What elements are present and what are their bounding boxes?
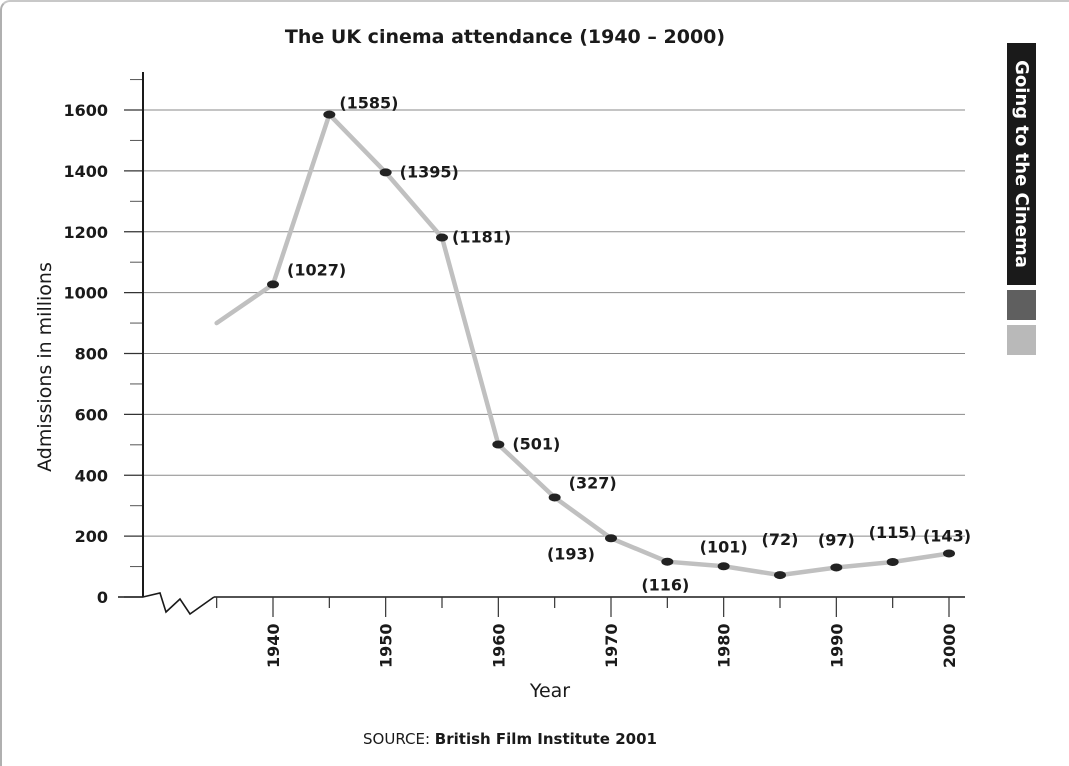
data-point [605,534,617,543]
y-tick-label: 400 [75,466,108,485]
data-label: (193) [547,544,595,563]
chart-title: The UK cinema attendance (1940 – 2000) [284,26,726,48]
data-point [492,440,505,449]
data-label: (115) [869,523,917,542]
data-label: (1027) [287,260,346,279]
y-tick-label: 1000 [63,284,108,303]
data-point [717,562,730,571]
data-point [774,571,786,580]
data-label: (97) [818,530,855,549]
x-tick-label: 1960 [489,623,508,668]
source-prefix: SOURCE: [363,730,431,748]
data-label: (1395) [400,162,459,181]
y-tick-label: 1600 [63,101,108,120]
x-tick-label: 1950 [377,623,396,668]
data-point [943,549,955,558]
data-label: (72) [762,530,799,549]
data-point [323,110,336,119]
side-swatch-light [1007,325,1036,355]
y-tick-label: 800 [75,345,108,364]
axis-break [118,592,215,616]
data-label: (1585) [339,94,398,113]
data-label: (1181) [452,228,511,247]
x-tick-label: 1970 [602,623,621,668]
y-tick-label: 600 [75,405,108,424]
data-label: (501) [512,435,560,454]
x-tick-label: 1940 [264,623,283,668]
source-name: British Film Institute 2001 [434,730,657,748]
data-label: (143) [923,526,971,545]
series-line [214,112,952,578]
data-label: (327) [569,473,617,492]
data-point [830,563,843,572]
side-tab-label: Going to the Cinema [1011,60,1032,268]
y-tick-label: 1400 [63,162,108,181]
x-tick-label: 1980 [715,623,734,668]
side-swatch-dark [1007,290,1036,320]
side-tab [1007,43,1036,285]
data-label: (116) [641,576,689,595]
data-point [661,557,674,566]
y-tick-label: 0 [97,588,108,607]
x-tick-label: 2000 [940,623,959,668]
data-point [436,233,448,242]
source-note: SOURCE: British Film Institute 2001 [250,730,770,748]
data-point [886,557,899,566]
x-axis-label: Year [529,680,571,702]
data-label: (101) [700,537,748,556]
y-tick-label: 1200 [63,223,108,242]
data-point [548,493,561,502]
x-tick-label: 1990 [827,623,846,668]
line-chart: 0 200 400 600 800 1000 1200 1400 1600 1940 1950 196… [63,72,971,668]
data-point [379,168,392,177]
y-tick-label: 200 [75,527,108,546]
data-point [267,280,279,289]
